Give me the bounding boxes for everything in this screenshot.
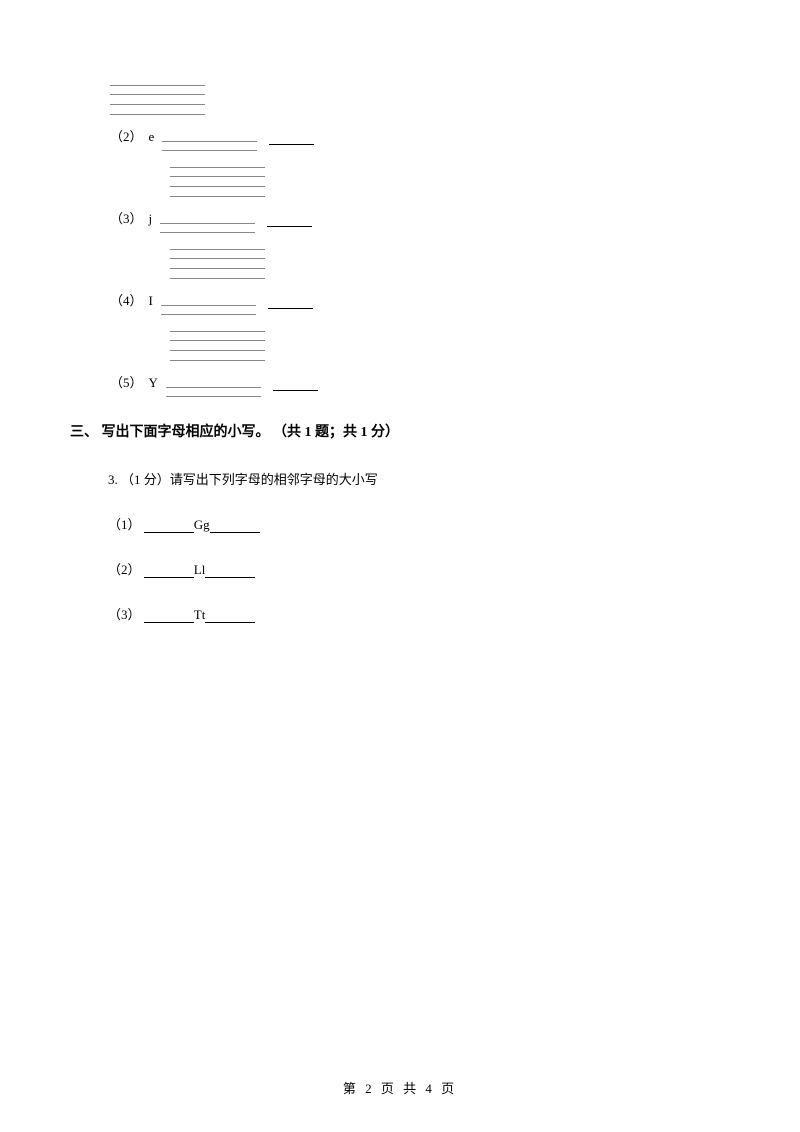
sub-item-number: （1） — [108, 517, 141, 532]
item-number: （2） — [110, 126, 143, 147]
question-item-5 — [110, 331, 730, 364]
writing-lines-icon — [162, 141, 257, 151]
answer-blank[interactable] — [269, 144, 314, 145]
sub-item-3: （3） Tt — [108, 604, 730, 623]
sub-item-1: （1） Gg — [108, 514, 730, 533]
writing-lines-icon — [160, 223, 255, 233]
question-item-2 — [110, 85, 730, 118]
item-number: （5） — [110, 372, 143, 393]
fill-blank-after[interactable] — [205, 577, 255, 578]
fill-blank-before[interactable] — [144, 622, 194, 623]
sub-item-number: （3） — [108, 607, 141, 622]
answer-blank[interactable] — [268, 308, 313, 309]
question-item-2-row: （2） e — [110, 126, 730, 147]
writing-lines-icon — [170, 167, 265, 197]
fill-blank-before[interactable] — [144, 532, 194, 533]
fill-blank-after[interactable] — [210, 532, 260, 533]
question-item-3 — [110, 167, 730, 200]
sub-item-number: （2） — [108, 562, 141, 577]
writing-lines-icon — [166, 387, 261, 397]
section-heading: 三、 写出下面字母相应的小写。 （共 1 题；共 1 分） — [70, 421, 730, 441]
fill-blank-before[interactable] — [144, 577, 194, 578]
question-prompt: 3. （1 分）请写出下列字母的相邻字母的大小写 — [108, 469, 730, 488]
center-letters: Gg — [194, 517, 210, 532]
page-footer: 第 2 页 共 4 页 — [0, 1078, 800, 1097]
item-letter: I — [149, 293, 153, 311]
writing-lines-icon — [161, 305, 256, 315]
answer-blank[interactable] — [273, 390, 318, 391]
item-letter: Y — [149, 375, 158, 393]
question-item-5-row: （5） Y — [110, 372, 730, 393]
writing-lines-icon — [170, 249, 265, 279]
answer-blank[interactable] — [267, 226, 312, 227]
item-letter: j — [149, 211, 153, 229]
sub-item-2: （2） Ll — [108, 559, 730, 578]
center-letters: Ll — [194, 562, 206, 577]
center-letters: Tt — [194, 607, 206, 622]
fill-blank-after[interactable] — [205, 622, 255, 623]
question-item-4-row: （4） I — [110, 290, 730, 311]
question-item-3-row: （3） j — [110, 208, 730, 229]
writing-lines-icon — [170, 331, 265, 361]
item-number: （4） — [110, 290, 143, 311]
item-number: （3） — [110, 208, 143, 229]
writing-lines-icon — [110, 85, 205, 115]
question-item-4 — [110, 249, 730, 282]
item-letter: e — [149, 129, 155, 147]
